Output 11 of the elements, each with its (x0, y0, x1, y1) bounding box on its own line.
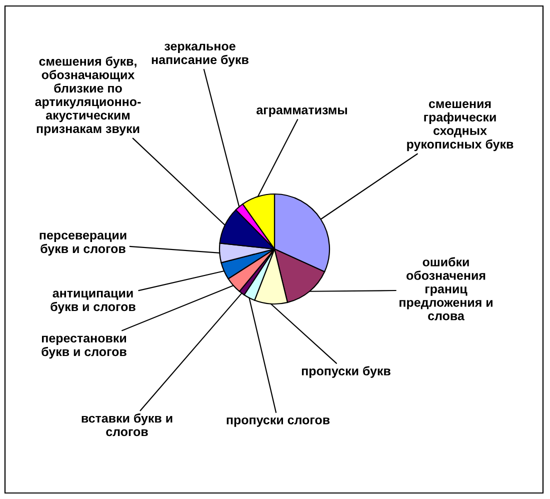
slice-label: антиципации букв и слогов (50, 290, 136, 314)
slice-label: смешения графически сходных рукописных букв (407, 101, 514, 152)
slice-label: смешения букв, обозначающих близкие по артикуляционно- акустическим признакам звуки (35, 56, 141, 136)
slice-label: пропуски букв (302, 366, 390, 378)
slice-label: персеверации букв и слогов (40, 232, 126, 256)
slice-label: перестановки букв и слогов (42, 336, 126, 359)
slice-label: пропуски слогов (226, 417, 330, 427)
slice-label: аграмматизмы (256, 107, 347, 117)
slice-label: вставки букв и слогов (82, 413, 172, 436)
slice-label: зеркальное написание букв (152, 44, 248, 67)
slice-label: ошибки обозначения границ предложения и слова (400, 257, 492, 320)
